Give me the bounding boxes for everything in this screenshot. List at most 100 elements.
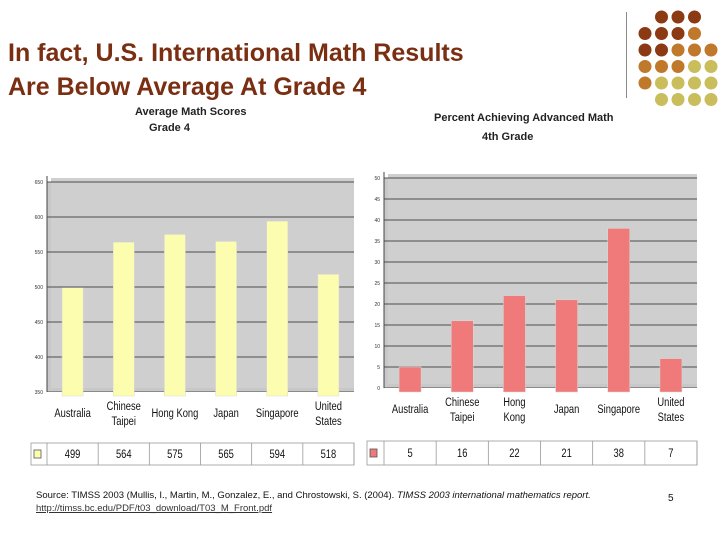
category-label: Chinese (445, 396, 479, 409)
category-label: Chinese (107, 400, 141, 413)
y-tick-label: 400 (35, 355, 44, 361)
y-tick-label: 35 (374, 239, 380, 245)
category-label: Taipei (450, 411, 474, 424)
decorative-dot (655, 27, 668, 40)
category-label: Australia (392, 403, 428, 416)
category-label: Singapore (597, 403, 640, 416)
decorative-dot (655, 43, 668, 57)
title-divider-line (626, 12, 627, 98)
data-value-label: 499 (65, 448, 81, 461)
slide-title-line-2: Are Below Average At Grade 4 (8, 73, 367, 101)
category-label: Hong Kong (152, 407, 199, 420)
decorative-dot (704, 76, 718, 90)
right-chart-title: Percent Achieving Advanced Math (434, 112, 614, 124)
left-chart-title-block: Average Math Scores Grade 4 (135, 106, 246, 135)
category-label: United (657, 396, 684, 409)
category-label: Kong (503, 411, 525, 424)
legend-swatch (369, 448, 378, 458)
decorative-dot (655, 93, 668, 106)
data-value-label: 564 (116, 448, 132, 461)
bar-united-states (317, 274, 340, 397)
data-value-label: 16 (457, 447, 467, 460)
bar-australia (398, 366, 422, 393)
decorative-dot (688, 10, 701, 24)
decorative-dot (688, 27, 701, 40)
y-tick-label: 350 (35, 390, 44, 396)
source-link[interactable]: http://timss.bc.edu/PDF/t03_download/T03… (36, 503, 273, 514)
right-chart-subtitle: 4th Grade (482, 131, 534, 143)
y-tick-label: 0 (377, 386, 380, 392)
y-tick-label: 650 (35, 180, 44, 186)
category-label: Taipei (112, 415, 136, 428)
category-band (384, 388, 697, 437)
slide-title: In fact, U.S. International Math Results… (8, 36, 608, 104)
decorative-dot (671, 43, 685, 57)
source-citation: Source: TIMSS 2003 (Mullis, I., Martin, … (36, 489, 716, 515)
y-tick-label: 5 (377, 365, 380, 371)
decorative-dot (704, 43, 718, 57)
decorative-dot (671, 10, 685, 24)
category-label: States (658, 411, 685, 424)
bar-singapore (266, 220, 288, 397)
legend-swatch (33, 449, 42, 459)
y-tick-label: 20 (374, 302, 380, 308)
decorative-dot (704, 93, 718, 106)
category-label: Japan (213, 407, 238, 420)
data-value-label: 565 (218, 448, 234, 461)
plot-area (388, 174, 697, 384)
source-report-title: TIMSS 2003 international mathematics rep… (396, 490, 591, 501)
decorative-dot (638, 60, 652, 73)
data-table (366, 440, 698, 466)
decorative-dot (688, 76, 701, 90)
bar-hong-kong (164, 234, 186, 397)
category-label: Hong (503, 396, 525, 409)
y-tick-label: 45 (374, 197, 380, 203)
data-value-label: 518 (321, 448, 337, 461)
source-text: Source: TIMSS 2003 (Mullis, I., Martin, … (36, 490, 397, 501)
left-chart-subtitle: Grade 4 (149, 122, 190, 134)
bar-singapore (607, 228, 630, 393)
y-tick-label: 25 (374, 281, 380, 287)
y-tick-label: 600 (35, 215, 44, 221)
slide-title-line-1: In fact, U.S. International Math Results (8, 39, 464, 67)
y-tick-label: 15 (374, 323, 380, 329)
decorative-dot (671, 93, 685, 106)
y-tick-label: 40 (374, 218, 380, 224)
bar-united-states (659, 358, 683, 393)
page-number: 5 (668, 493, 674, 504)
decorative-dot (655, 76, 668, 90)
data-value-label: 594 (269, 448, 285, 461)
decorative-dot (638, 43, 652, 57)
decorative-dot (638, 27, 652, 40)
category-label: Australia (54, 407, 90, 420)
decorative-dot (688, 60, 701, 73)
y-tick-label: 50 (374, 176, 380, 182)
decorative-dot-grid (638, 10, 718, 106)
category-label: Japan (554, 403, 579, 416)
data-value-label: 7 (668, 447, 673, 460)
decorative-dot (671, 27, 685, 40)
y-tick-label: 550 (35, 250, 44, 256)
data-value-label: 21 (561, 447, 571, 460)
bar-japan (215, 241, 237, 397)
bar-japan (555, 299, 578, 393)
category-label: Singapore (256, 407, 299, 420)
decorative-dot (655, 60, 668, 73)
bar-chinese-taipei (113, 241, 135, 397)
right-chart-title-block: Percent Achieving Advanced Math 4th Grad… (434, 112, 614, 144)
plot-area (51, 178, 354, 388)
left-chart-title: Average Math Scores (135, 106, 247, 118)
category-label: States (315, 415, 342, 428)
decorative-dot (688, 43, 701, 57)
data-value-label: 38 (614, 447, 624, 460)
y-tick-label: 10 (374, 344, 380, 350)
bar-australia (61, 287, 84, 397)
chart-0: 350 400 450 500 550 600 650 Australia Chinese Tai… (30, 176, 355, 466)
decorative-dot (671, 76, 685, 90)
y-tick-label: 500 (35, 285, 44, 291)
decorative-dot (655, 10, 668, 24)
decorative-dot (688, 93, 701, 106)
category-band (47, 392, 354, 437)
y-tick-label: 30 (374, 260, 380, 266)
